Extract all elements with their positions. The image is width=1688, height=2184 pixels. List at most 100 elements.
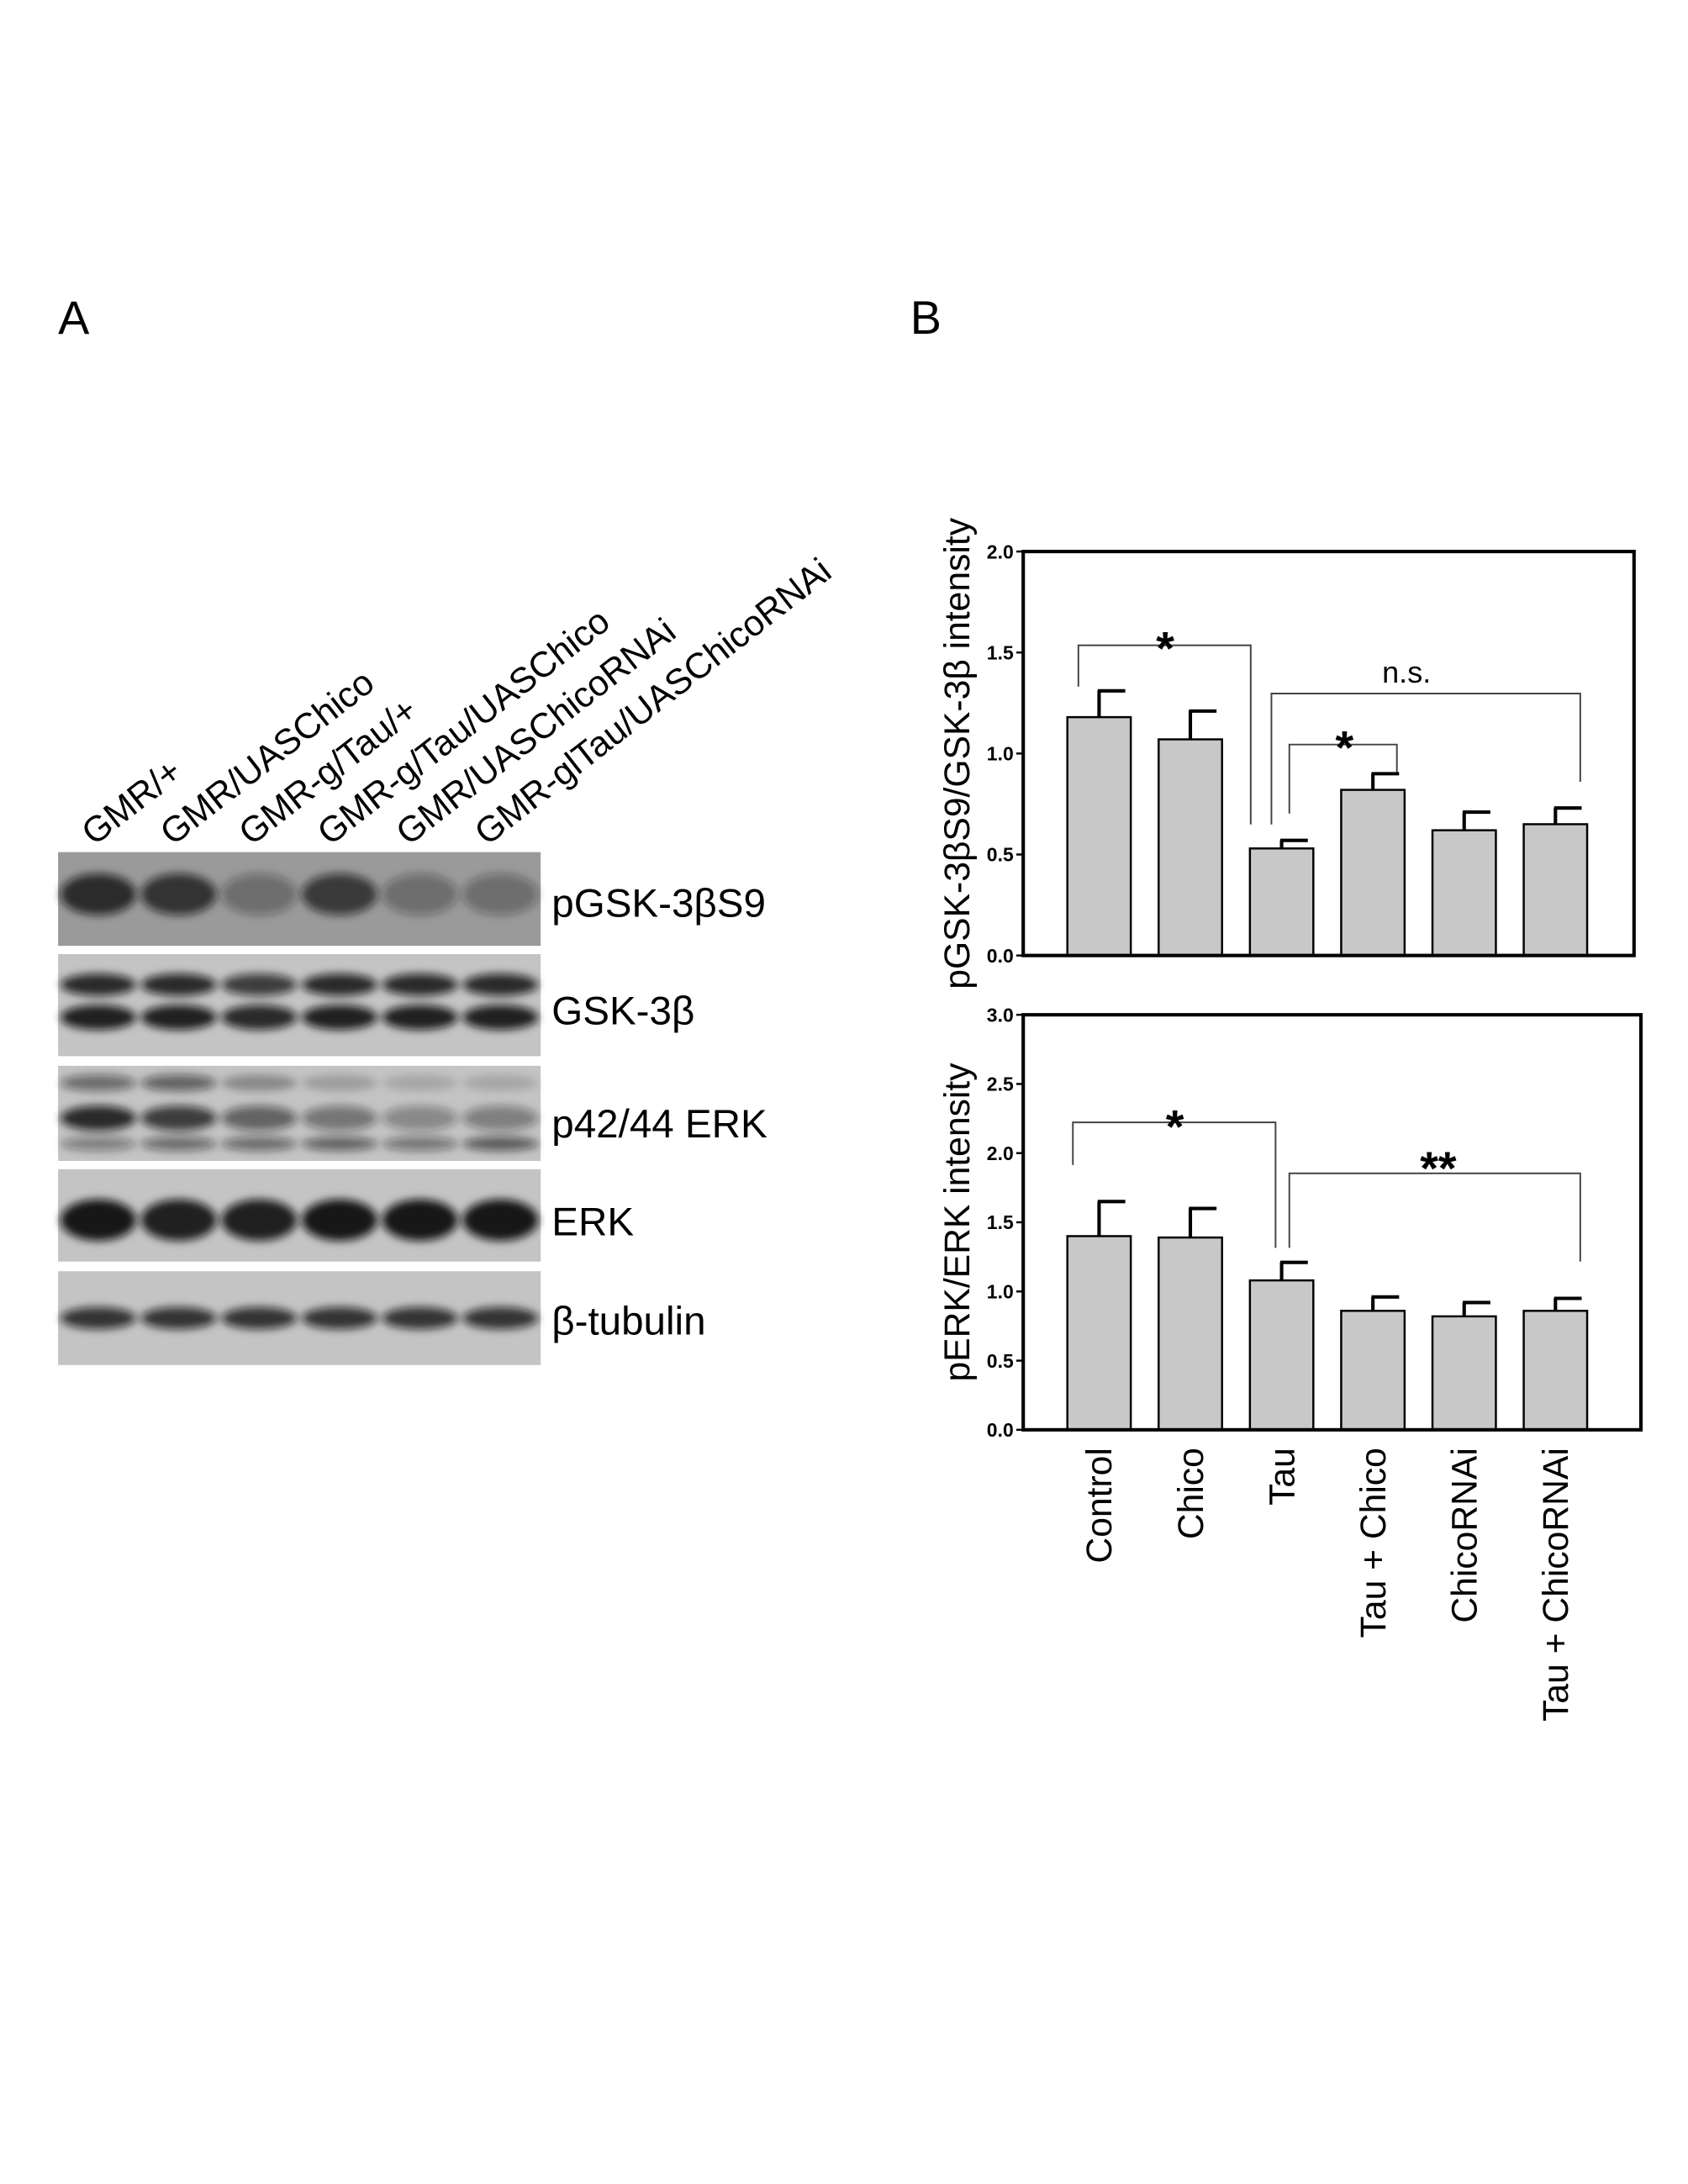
band: [302, 1306, 377, 1330]
bar: [1522, 1310, 1589, 1432]
band: [140, 1199, 217, 1241]
significance-bracket: [1288, 743, 1398, 814]
significance-label: **: [1420, 1142, 1457, 1195]
y-axis-label: pERK/ERK intensity: [937, 1063, 978, 1382]
band: [60, 1199, 136, 1241]
significance-bracket: [1077, 644, 1252, 825]
bar: [1248, 1279, 1315, 1432]
band: [302, 1105, 377, 1131]
blot-strip: [58, 852, 541, 947]
band-label: GSK-3β: [551, 989, 694, 1034]
bar: [1158, 1236, 1223, 1432]
band: [221, 873, 298, 915]
band-label: ERK: [551, 1200, 634, 1245]
x-tick-label: Control: [1079, 1448, 1120, 1563]
band: [140, 1306, 217, 1330]
x-tick-label: ChicoRNAi: [1445, 1448, 1485, 1622]
y-tick-label: 1.5: [987, 641, 1014, 663]
bar: [1522, 823, 1589, 957]
y-tick-label: 1.5: [987, 1211, 1014, 1233]
x-tick-label: Chico: [1171, 1448, 1211, 1539]
y-tick-label: 2.0: [987, 1142, 1014, 1164]
y-tick-label: 3.0: [987, 1004, 1014, 1026]
band: [60, 973, 136, 996]
blot-strip: [58, 1168, 541, 1262]
band: [60, 873, 136, 915]
bar: [1340, 789, 1406, 957]
band: [302, 1137, 377, 1151]
bar: [1066, 1235, 1132, 1432]
y-tick-label: 2.5: [987, 1074, 1014, 1095]
band: [382, 1105, 458, 1131]
y-tick-label: 0.5: [987, 844, 1014, 866]
y-tick-label: 2.0: [987, 541, 1014, 562]
x-tick-label: Tau + Chico: [1353, 1448, 1394, 1638]
band: [302, 1199, 377, 1241]
band: [302, 1074, 377, 1092]
y-tick-label: 0.0: [987, 1419, 1014, 1441]
band: [302, 973, 377, 996]
blot-strip: [58, 1271, 541, 1365]
band: [221, 1199, 298, 1241]
blot-bands: [60, 1199, 539, 1241]
bar: [1158, 738, 1223, 957]
band: [60, 1137, 136, 1151]
significance-label: n.s.: [1382, 655, 1431, 689]
band: [221, 973, 298, 996]
bar: [1431, 829, 1497, 957]
band: [462, 1105, 539, 1131]
bar: [1431, 1315, 1497, 1432]
band: [382, 973, 458, 996]
band: [221, 1074, 298, 1092]
band: [60, 1306, 136, 1330]
significance-label: *: [1336, 722, 1354, 774]
band: [462, 873, 539, 915]
bar: [1066, 715, 1132, 957]
band-label: p42/44 ERK: [551, 1102, 768, 1147]
y-tick-label: 0.0: [987, 945, 1014, 967]
significance-label: *: [1166, 1101, 1184, 1153]
band: [382, 1137, 458, 1151]
y-tick-label: 1.0: [987, 1280, 1014, 1302]
bar: [1248, 847, 1315, 957]
x-tick-label: Tau + ChicoRNAi: [1536, 1448, 1576, 1722]
band: [140, 1074, 217, 1092]
band: [462, 1199, 539, 1241]
x-tick-label: Tau: [1262, 1448, 1302, 1506]
significance-bracket: [1288, 1172, 1581, 1262]
band: [140, 873, 217, 915]
significance-bracket: [1072, 1121, 1277, 1248]
y-tick-label: 1.0: [987, 743, 1014, 765]
bar: [1340, 1310, 1406, 1432]
blot-bands: [60, 1074, 539, 1151]
band-label: β-tubulin: [551, 1300, 705, 1344]
blot-strip: [58, 1065, 541, 1162]
band: [140, 973, 217, 996]
band: [462, 1137, 539, 1151]
band: [382, 1306, 458, 1330]
blot-bands: [60, 873, 539, 915]
band: [462, 1005, 539, 1030]
panel-label: A: [58, 292, 90, 344]
panel-label: B: [910, 292, 942, 344]
band: [302, 1005, 377, 1030]
band: [140, 1105, 217, 1131]
plot-frame: [1021, 1013, 1643, 1432]
band: [60, 1105, 136, 1131]
band: [221, 1137, 298, 1151]
band: [302, 873, 377, 915]
band: [221, 1105, 298, 1131]
band: [382, 873, 458, 915]
band-label: pGSK-3βS9: [551, 882, 766, 926]
band: [382, 1074, 458, 1092]
significance-label: *: [1156, 623, 1174, 675]
blot-bands: [60, 1306, 539, 1330]
band: [462, 1074, 539, 1092]
band: [221, 1005, 298, 1030]
blot-bands: [60, 973, 539, 1030]
band: [140, 1005, 217, 1030]
band: [382, 1199, 458, 1241]
band: [462, 1306, 539, 1330]
